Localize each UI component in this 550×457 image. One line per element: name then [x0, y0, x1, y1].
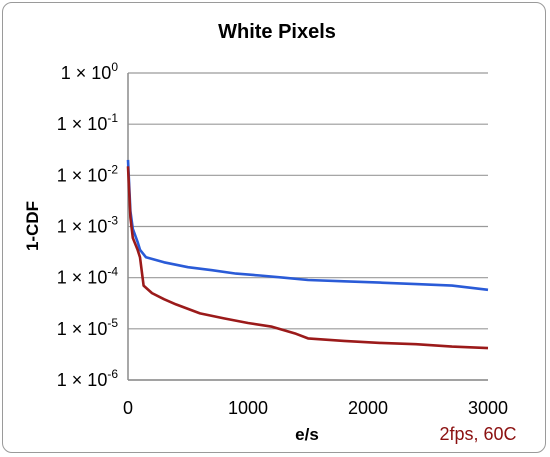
y-tick-label: 1 × 10-6	[57, 367, 119, 390]
series-line-0	[126, 159, 489, 292]
chart-frame	[2, 2, 546, 453]
x-tick-labels: 0 1000 2000 3000	[123, 398, 508, 418]
y-tick-label: 1 × 10-4	[57, 265, 119, 288]
y-tick-label: 1 × 10-5	[57, 316, 119, 339]
y-tick-labels: 1 × 100 1 × 10-1 1 × 10-2 1 × 10-3 1 × 10-4 1…	[57, 60, 119, 390]
x-tick-label: 0	[123, 398, 133, 418]
y-tick-label: 1 × 100	[61, 60, 119, 83]
y-tick-label: 1 × 10-1	[57, 111, 119, 134]
chart-title: White Pixels	[218, 21, 336, 43]
y-tick-label: 1 × 10-3	[57, 214, 119, 237]
series-line-1	[126, 166, 489, 350]
series-lines	[126, 159, 489, 350]
annotation-label: 2fps, 60C	[439, 424, 516, 444]
y-axis-label: 1-CDF	[23, 201, 42, 251]
y-tick-label: 1 × 10-2	[57, 162, 119, 185]
x-tick-label: 2000	[348, 398, 388, 418]
gridlines	[128, 72, 488, 381]
x-axis-label: e/s	[295, 425, 319, 444]
x-tick-label: 3000	[468, 398, 508, 418]
axes	[127, 73, 488, 381]
x-tick-label: 1000	[228, 398, 268, 418]
